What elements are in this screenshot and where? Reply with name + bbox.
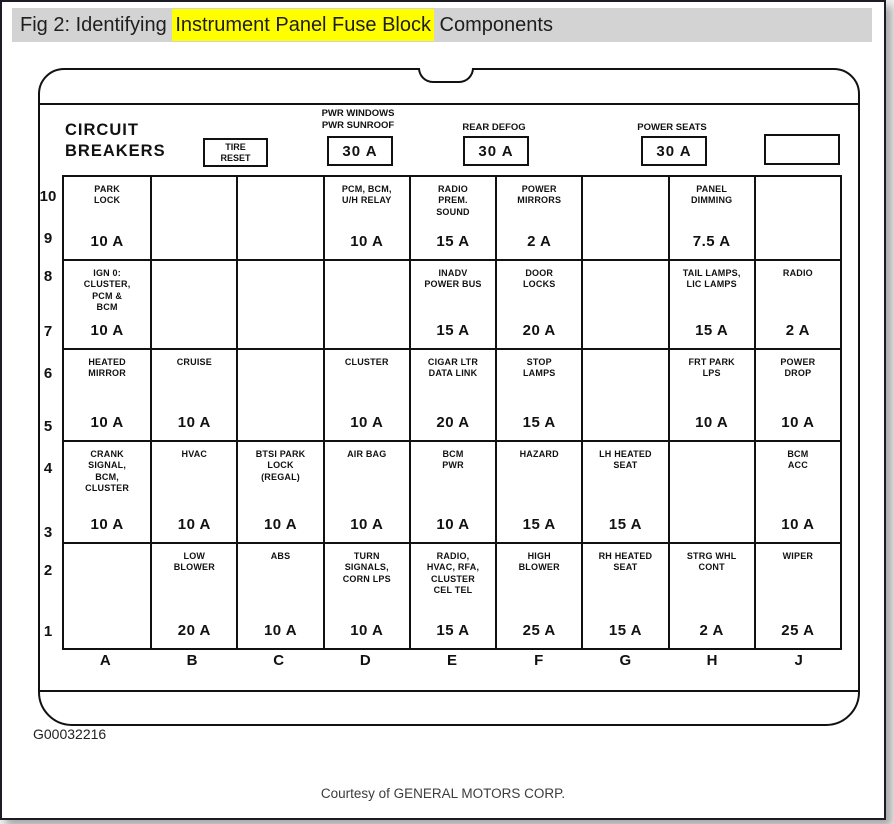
fuse-block-diagram: CIRCUIT BREAKERS TIRE RESET PWR WINDOWS … <box>38 68 860 726</box>
fuse-cell <box>581 348 668 440</box>
fuse-grid: PARK LOCK 10 A PCM, BCM, U/H RELAY 10 A RA… <box>62 175 842 650</box>
row-number: 2 <box>43 562 53 579</box>
circuit-breakers-label: CIRCUIT BREAKERS <box>65 121 166 160</box>
inner-bottom-line <box>40 690 858 692</box>
column-letter: A <box>99 652 111 669</box>
row-number: 3 <box>43 524 53 541</box>
fuse-cell <box>581 259 668 348</box>
fuse-cell <box>753 177 840 259</box>
fuse-cell: LH HEATED SEAT 15 A <box>581 440 668 542</box>
fuse-cell: CRUISE 10 A <box>150 348 237 440</box>
figure-title-bar: Fig 2: Identifying Instrument Panel Fuse… <box>12 8 872 42</box>
row-number: 10 <box>39 188 57 205</box>
fuse-cell: FRT PARK LPS 10 A <box>667 348 754 440</box>
fuse-cell: RADIO PREM. SOUND 15 A <box>408 177 495 259</box>
fuse-cell: STRG WHL CONT 2 A <box>667 542 754 648</box>
fuse-cell: LOW BLOWER 20 A <box>150 542 237 648</box>
inner-top-line <box>40 103 858 105</box>
column-letter: J <box>794 652 803 669</box>
figure-id: G00032216 <box>33 726 107 742</box>
fuse-cell: HEATED MIRROR 10 A <box>64 348 151 440</box>
row-number: 6 <box>43 365 53 382</box>
row-number: 7 <box>43 323 53 340</box>
fuse-cell <box>236 348 323 440</box>
courtesy-line: Courtesy of GENERAL MOTORS CORP. <box>320 786 566 801</box>
breaker-box-power-seats: 30 A <box>641 136 707 166</box>
column-letter: D <box>359 652 371 669</box>
fuse-cell: TAIL LAMPS, LIC LAMPS 15 A <box>667 259 754 348</box>
figure-title-prefix: Fig 2: Identifying <box>20 14 173 36</box>
row-number: 1 <box>43 623 53 640</box>
column-letter: C <box>273 652 285 669</box>
breaker-label-power-seats: POWER SEATS <box>637 122 707 133</box>
figure-title-suffix: Components <box>434 14 553 36</box>
fuse-cell <box>581 177 667 259</box>
row-number: 5 <box>43 418 53 435</box>
breaker-label-pwr-windows: PWR WINDOWS PWR SUNROOF <box>321 108 395 131</box>
fuse-cell <box>236 259 323 348</box>
fuse-cell: AIR BAG 10 A <box>322 440 409 542</box>
fuse-cell: CRANK SIGNAL, BCM, CLUSTER 10 A <box>64 440 151 542</box>
column-letter: H <box>706 652 718 669</box>
fuse-cell <box>150 259 237 348</box>
breaker-label-rear-defog: REAR DEFOG <box>462 122 526 133</box>
fuse-cell: POWER MIRRORS 2 A <box>495 177 581 259</box>
fuse-cell: HAZARD 15 A <box>495 440 582 542</box>
column-letter: E <box>447 652 458 669</box>
fuse-block-notch <box>418 68 474 83</box>
fuse-cell <box>64 542 151 648</box>
fuse-cell: STOP LAMPS 15 A <box>495 348 582 440</box>
column-letter: G <box>619 652 632 669</box>
column-letter: B <box>186 652 198 669</box>
breaker-box-pwr-windows: 30 A <box>327 136 393 166</box>
fuse-cell: BCM ACC 10 A <box>753 440 840 542</box>
fuse-cell <box>322 259 409 348</box>
column-letter: F <box>534 652 544 669</box>
fuse-cell: HVAC 10 A <box>150 440 237 542</box>
row-number: 8 <box>43 268 53 285</box>
fuse-cell: CIGAR LTR DATA LINK 20 A <box>408 348 496 440</box>
fuse-cell: PANEL DIMMING 7.5 A <box>667 177 754 259</box>
fuse-cell: PCM, BCM, U/H RELAY 10 A <box>322 177 409 259</box>
fuse-cell: INADV POWER BUS 15 A <box>408 259 496 348</box>
fuse-cell: POWER DROP 10 A <box>753 348 840 440</box>
row-number: 4 <box>43 460 53 477</box>
fuse-cell: CLUSTER 10 A <box>322 348 409 440</box>
spare-breaker-box <box>764 134 840 165</box>
figure-title-highlight: Instrument Panel Fuse Block <box>172 9 434 41</box>
row-number: 9 <box>43 230 53 247</box>
fuse-cell: BCM PWR 10 A <box>408 440 496 542</box>
fuse-cell: RH HEATED SEAT 15 A <box>581 542 668 648</box>
tire-reset-box: TIRE RESET <box>203 138 268 167</box>
fuse-cell: WIPER 25 A <box>753 542 840 648</box>
fuse-cell: BTSI PARK LOCK (REGAL) 10 A <box>236 440 323 542</box>
fuse-cell: TURN SIGNALS, CORN LPS 10 A <box>322 542 409 648</box>
fuse-cell <box>150 177 236 259</box>
fuse-cell: IGN 0: CLUSTER, PCM & BCM 10 A <box>64 259 151 348</box>
fuse-cell <box>236 177 322 259</box>
breaker-box-rear-defog: 30 A <box>463 136 529 166</box>
column-letters-row: A B C D E F G H J <box>62 652 842 669</box>
fuse-cell: RADIO, HVAC, RFA, CLUSTER CEL TEL 15 A <box>408 542 496 648</box>
fuse-cell: PARK LOCK 10 A <box>90 184 124 250</box>
fuse-cell: ABS 10 A <box>236 542 323 648</box>
fuse-cell <box>667 440 754 542</box>
fuse-cell: DOOR LOCKS 20 A <box>495 259 582 348</box>
fuse-cell: RADIO 2 A <box>753 259 840 348</box>
fuse-cell: HIGH BLOWER 25 A <box>495 542 582 648</box>
